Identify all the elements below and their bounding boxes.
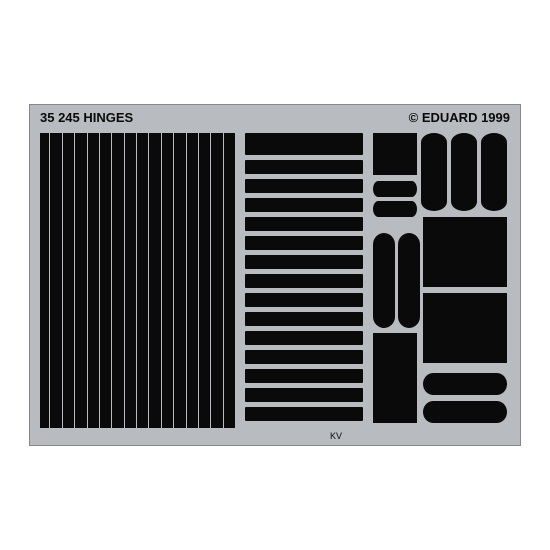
vertical-strip xyxy=(139,133,149,428)
vertical-strip xyxy=(52,133,62,428)
part-oval-horizontal xyxy=(373,181,417,197)
part-oval-vertical xyxy=(398,233,420,328)
vertical-strip xyxy=(77,133,87,428)
horizontal-bar xyxy=(245,236,363,250)
product-name: HINGES xyxy=(83,110,133,125)
horizontal-bar xyxy=(245,293,363,307)
panel-vertical-strips xyxy=(40,133,235,428)
header-right: © EDUARD 1999 xyxy=(409,110,510,125)
horizontal-bar xyxy=(245,255,363,269)
part-block xyxy=(373,333,417,423)
part-oval-vertical xyxy=(421,133,447,211)
panel-ovals xyxy=(373,133,511,428)
horizontal-bar xyxy=(245,388,363,402)
horizontal-bar xyxy=(245,407,363,421)
horizontal-bar xyxy=(245,274,363,288)
horizontal-bar xyxy=(245,198,363,212)
etch-sheet: 35 245 HINGES © EDUARD 1999 KV xyxy=(29,104,521,446)
horizontal-bar xyxy=(245,160,363,174)
horizontal-bar xyxy=(245,369,363,383)
part-oval-vertical xyxy=(481,133,507,211)
horizontal-bar xyxy=(245,133,363,155)
horizontal-bar xyxy=(245,312,363,326)
signature: KV xyxy=(330,431,342,441)
vertical-strip xyxy=(201,133,211,428)
vertical-strip xyxy=(65,133,75,428)
part-oval-vertical xyxy=(373,233,395,328)
vertical-strip xyxy=(213,133,223,428)
part-block xyxy=(373,133,417,175)
vertical-strip xyxy=(151,133,161,428)
sku: 35 245 xyxy=(40,110,80,125)
vertical-strip xyxy=(90,133,100,428)
part-oval-horizontal xyxy=(423,401,507,423)
vertical-strip xyxy=(127,133,137,428)
horizontal-bar xyxy=(245,179,363,193)
part-block xyxy=(423,293,507,363)
vertical-strip xyxy=(189,133,199,428)
vertical-strip xyxy=(114,133,124,428)
part-oval-horizontal xyxy=(423,373,507,395)
horizontal-bar xyxy=(245,217,363,231)
vertical-strip xyxy=(102,133,112,428)
vertical-strip xyxy=(226,133,235,428)
horizontal-bar xyxy=(245,350,363,364)
vertical-strip xyxy=(40,133,50,428)
vertical-strip xyxy=(176,133,186,428)
part-oval-horizontal xyxy=(373,201,417,217)
header-left: 35 245 HINGES xyxy=(40,110,133,125)
vertical-strip xyxy=(164,133,174,428)
panel-horizontal-bars xyxy=(245,133,363,428)
part-oval-vertical xyxy=(451,133,477,211)
horizontal-bar xyxy=(245,331,363,345)
part-block xyxy=(423,217,507,287)
